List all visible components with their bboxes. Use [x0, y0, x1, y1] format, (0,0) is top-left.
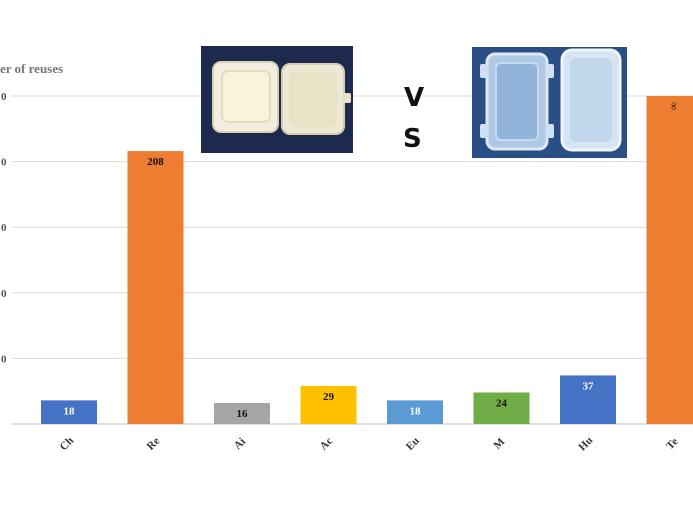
y-tick-label: 0 — [1, 222, 7, 234]
x-tick-te: Te — [664, 436, 680, 452]
x-tick-ai: Ai — [232, 436, 248, 452]
bar-hu — [560, 375, 616, 424]
bar-eu — [387, 400, 443, 424]
y-tick-label: 0 — [1, 157, 7, 169]
bar-ac — [300, 385, 357, 424]
x-tick-labels: Ch Re Ai Ac Eu M Hu Te — [58, 434, 681, 453]
y-tick-label: 0 — [1, 288, 7, 300]
data-label-eu: 18 — [410, 405, 422, 417]
y-tick-label: 0 — [1, 91, 7, 103]
x-tick-re: Re — [145, 435, 163, 453]
vs-letter-v: V — [404, 83, 424, 113]
bar-te — [646, 96, 693, 424]
bar-ch — [41, 400, 97, 424]
y-tick-labels: 0 0 0 0 0 — [1, 91, 7, 365]
x-tick-m: M — [491, 436, 507, 452]
x-tick-hu: Hu — [576, 434, 595, 453]
foam-container-photo — [201, 46, 353, 153]
x-tick-eu: Eu — [404, 435, 422, 453]
bar-re — [127, 151, 184, 424]
plastic-container-photo — [472, 47, 627, 158]
data-label-ac: 29 — [323, 391, 335, 403]
data-labels: 18 208 16 29 18 24 37 ∞ — [64, 102, 680, 420]
data-label-ai: 16 — [237, 408, 249, 420]
bars — [41, 96, 693, 424]
data-label-te: ∞ — [668, 102, 680, 110]
y-tick-label: 0 — [1, 353, 7, 365]
y-axis-label: er of reuses — [0, 61, 63, 76]
data-label-ch: 18 — [64, 405, 76, 417]
vs-letter-s: S — [403, 124, 422, 154]
bar-m — [473, 392, 530, 424]
data-label-re: 208 — [147, 156, 164, 168]
data-label-m: 24 — [496, 398, 508, 410]
data-label-hu: 37 — [583, 380, 595, 392]
bar-ai — [214, 403, 270, 424]
x-tick-ch: Ch — [58, 435, 76, 453]
x-tick-ac: Ac — [318, 435, 336, 453]
